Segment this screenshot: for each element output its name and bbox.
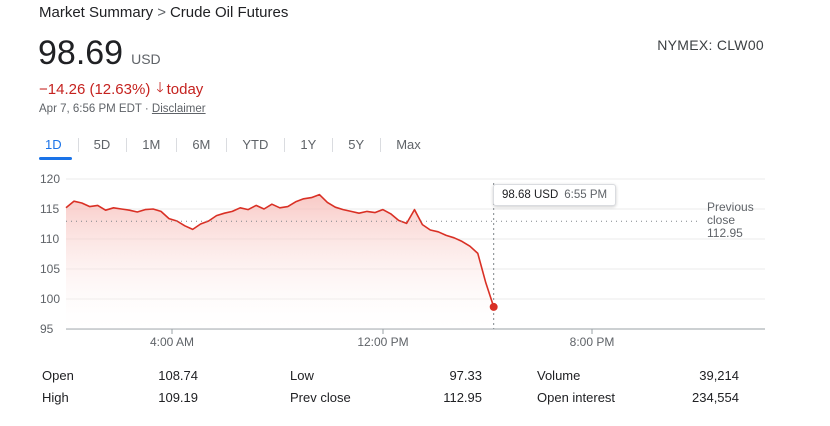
change-value: −14.26 (12.63%) xyxy=(39,80,151,98)
tab-ytd[interactable]: YTD xyxy=(226,135,284,158)
stat-value: 39,214 xyxy=(699,368,739,383)
previous-close-label: Previous close 112.95 xyxy=(707,201,754,240)
tab-6m[interactable]: 6M xyxy=(176,135,226,158)
y-tick-label: 105 xyxy=(40,262,60,276)
timestamp-text: Apr 7, 6:56 PM EDT · xyxy=(39,103,149,115)
y-tick-label: 110 xyxy=(40,232,59,246)
stat-label: Low xyxy=(290,368,314,383)
tab-1y[interactable]: 1Y xyxy=(284,135,332,158)
tab-1d[interactable]: 1D xyxy=(39,135,78,160)
price-line xyxy=(65,193,495,308)
y-tick-label: 115 xyxy=(40,202,59,216)
price-chart[interactable]: 120 115 110 105 100 95 4:00 AM 12:00 PM 8:00 PM xyxy=(0,168,830,358)
stat-label: Open interest xyxy=(537,390,616,405)
stat-label: Prev close xyxy=(290,390,351,405)
x-tick-label: 12:00 PM xyxy=(357,335,408,349)
price-change: −14.26 (12.63%) 🡓 today xyxy=(39,77,203,101)
tab-5d[interactable]: 5D xyxy=(77,135,127,158)
chart-tooltip: 98.68 USD 6:55 PM xyxy=(493,184,617,206)
quote-price-row: 98.69 USD xyxy=(38,34,161,73)
previous-close-line1: Previous xyxy=(707,200,754,214)
previous-close-value: 112.95 xyxy=(707,226,743,240)
breadcrumb-separator: > xyxy=(157,4,166,21)
breadcrumb-current: Crude Oil Futures xyxy=(169,4,289,21)
stat-value: 109.19 xyxy=(158,390,198,405)
tab-5y[interactable]: 5Y xyxy=(332,135,380,158)
previous-close-line2: close xyxy=(707,213,736,227)
y-tick-label: 95 xyxy=(40,322,54,336)
current-price: 98.69 xyxy=(38,34,124,72)
stat-value: 97.33 xyxy=(449,368,482,383)
tab-max[interactable]: Max xyxy=(380,135,437,158)
x-tick-label: 8:00 PM xyxy=(570,335,615,349)
tooltip-time: 6:55 PM xyxy=(564,189,608,201)
stat-label: High xyxy=(42,390,69,405)
last-price-dot xyxy=(489,302,498,311)
y-tick-label: 120 xyxy=(40,172,60,186)
stat-value: 112.95 xyxy=(443,390,482,405)
stat-label: Open xyxy=(42,368,74,383)
currency-label: USD xyxy=(131,51,161,67)
breadcrumb: Market Summary > Crude Oil Futures xyxy=(39,4,288,21)
breadcrumb-parent[interactable]: Market Summary xyxy=(39,4,154,21)
x-tick-label: 4:00 AM xyxy=(150,335,194,349)
quote-timestamp: Apr 7, 6:56 PM EDT · Disclaimer xyxy=(39,103,206,115)
stat-value: 108.74 xyxy=(158,368,198,383)
range-tabs: 1D 5D 1M 6M YTD 1Y 5Y Max xyxy=(39,135,437,160)
arrow-down-icon: 🡓 xyxy=(156,79,164,95)
stat-label: Volume xyxy=(537,368,581,383)
tooltip-value: 98.68 USD xyxy=(502,189,559,201)
ticker-symbol: NYMEX: CLW00 xyxy=(657,37,764,53)
disclaimer-link[interactable]: Disclaimer xyxy=(151,103,206,115)
stat-value: 234,554 xyxy=(692,390,739,405)
area-fill xyxy=(66,194,494,329)
y-tick-label: 100 xyxy=(40,292,60,306)
tab-1m[interactable]: 1M xyxy=(126,135,176,158)
change-period: today xyxy=(166,80,204,98)
